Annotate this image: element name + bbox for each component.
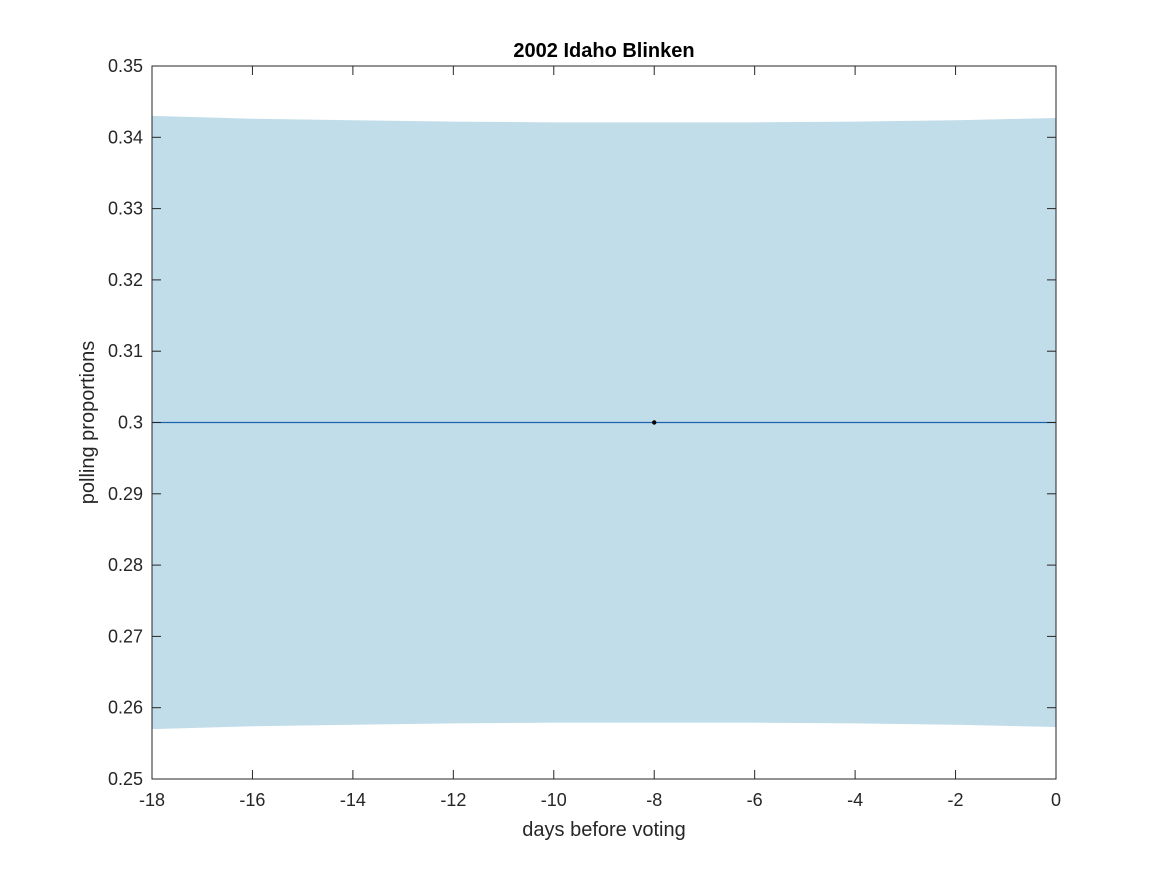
y-tick-label: 0.33 [108,199,143,219]
x-axis-title: days before voting [522,819,685,841]
y-axis-ticks: 0.25 0.26 0.27 0.28 0.29 0.3 0.31 0.32 0.33 0.34 0… [108,56,1056,789]
data-point-0 [652,420,657,425]
y-tick-label: 0.34 [108,127,143,147]
x-tick-label: -4 [847,790,863,810]
x-tick-label: -6 [747,790,763,810]
x-tick-label: -14 [340,790,366,810]
y-tick-label: 0.31 [108,341,143,361]
y-tick-label: 0.32 [108,270,143,290]
y-tick-label: 0.35 [108,56,143,76]
x-tick-label: -16 [239,790,265,810]
x-tick-label: -18 [139,790,165,810]
chart-title: 2002 Idaho Blinken [513,40,694,62]
x-tick-label: -8 [646,790,662,810]
y-axis-title: polling proportions [77,341,99,504]
x-tick-label: 0 [1051,790,1061,810]
y-tick-label: 0.26 [108,698,143,718]
x-axis-ticks: -18 -16 -14 -12 -10 -8 -6 -4 -2 0 [139,66,1061,810]
y-tick-label: 0.25 [108,769,143,789]
x-tick-label: -12 [440,790,466,810]
points-layer [652,420,657,425]
y-tick-label: 0.3 [118,413,143,433]
y-tick-label: 0.28 [108,555,143,575]
y-tick-label: 0.27 [108,626,143,646]
x-tick-label: -2 [948,790,964,810]
x-tick-label: -10 [541,790,567,810]
y-tick-label: 0.29 [108,484,143,504]
